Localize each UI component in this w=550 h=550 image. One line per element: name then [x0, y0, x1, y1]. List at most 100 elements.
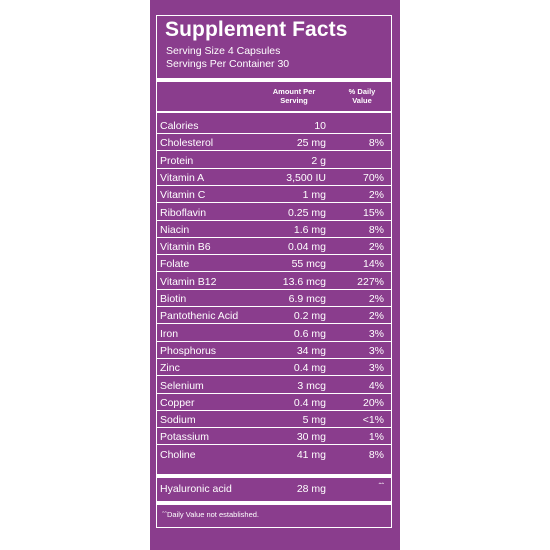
- nutrient-daily-value: 3%: [368, 344, 384, 357]
- nutrient-name: Vitamin C: [160, 189, 206, 202]
- nutrient-amount: 13.6 mcg: [282, 275, 326, 288]
- header-amount-line2: Serving: [280, 96, 308, 105]
- row-divider: [157, 306, 391, 307]
- row-divider: [157, 184, 391, 186]
- nutrient-name: Cholesterol: [160, 137, 214, 150]
- nutrient-name: Riboflavin: [160, 206, 207, 219]
- nutrient-amount: 25 mg: [296, 137, 326, 150]
- nutrient-row: Potassium 30 mg 1%: [157, 429, 391, 446]
- row-divider: [157, 427, 391, 429]
- nutrient-row: Vitamin A 3,500 IU 70%: [157, 170, 391, 186]
- nutrient-row: Copper 0.4 mg 20%: [157, 395, 391, 411]
- row-divider: [157, 357, 391, 359]
- thick-divider-top: [157, 78, 391, 82]
- thick-divider-bottom: [157, 501, 391, 505]
- nutrient-amount: 34 mg: [296, 344, 326, 357]
- nutrient-daily-value: 3%: [368, 327, 384, 340]
- row-divider: [157, 271, 391, 273]
- nutrient-row: Calories 10: [157, 118, 391, 134]
- nutrient-name: Iron: [160, 327, 179, 340]
- nutrient-name: Phosphorus: [160, 344, 217, 357]
- row-divider: [157, 167, 391, 169]
- nutrient-amount: 1 mg: [302, 189, 326, 202]
- header-daily-value: % Daily Value: [335, 87, 389, 105]
- nutrient-amount: 2 g: [311, 154, 326, 167]
- nutrient-row: Vitamin B6 0.04 mg 2%: [157, 239, 391, 256]
- header-amount-line1: Amount Per: [272, 87, 316, 96]
- header-amount-per-serving: Amount Per Serving: [257, 87, 331, 105]
- other-ingredient-dv: ˆˆ: [378, 482, 384, 491]
- nutrient-daily-value: 15%: [362, 206, 384, 219]
- row-divider: [157, 219, 391, 221]
- nutrient-name: Protein: [160, 154, 194, 167]
- nutrient-amount: 0.6 mg: [293, 327, 326, 340]
- nutrient-daily-value: 20%: [362, 396, 384, 409]
- nutrient-amount: 5 mg: [302, 414, 326, 427]
- row-divider: [157, 150, 391, 152]
- nutrient-row: Choline 41 mg 8%: [157, 447, 391, 463]
- row-divider: [157, 323, 391, 325]
- nutrient-name: Sodium: [160, 414, 196, 427]
- nutrient-name: Selenium: [160, 379, 204, 392]
- thick-divider-middle: [157, 474, 391, 478]
- nutrient-row: Zinc 0.4 mg 3%: [157, 360, 391, 377]
- nutrient-name: Vitamin B6: [160, 241, 211, 254]
- nutrient-amount: 10: [314, 120, 326, 132]
- nutrient-amount: 0.2 mg: [293, 310, 326, 323]
- nutrient-amount: 0.04 mg: [288, 241, 326, 254]
- row-divider: [157, 254, 391, 256]
- nutrient-row: Protein 2 g: [157, 153, 391, 169]
- nutrient-amount: 0.4 mg: [293, 396, 326, 409]
- nutrient-row: Phosphorus 34 mg 3%: [157, 343, 391, 359]
- nutrient-name: Copper: [160, 396, 195, 409]
- nutrient-amount: 0.25 mg: [288, 206, 326, 219]
- nutrient-name: Vitamin B12: [160, 275, 217, 288]
- other-ingredient-name: Hyaluronic acid: [160, 483, 232, 495]
- nutrient-daily-value: 14%: [362, 258, 384, 271]
- row-divider: [157, 236, 391, 238]
- nutrient-daily-value: 2%: [368, 310, 384, 323]
- nutrient-daily-value: 3%: [368, 362, 384, 375]
- row-divider: [157, 392, 391, 394]
- footnote: ˆˆDaily Value not established.: [162, 510, 259, 519]
- nutrient-row: Sodium 5 mg <1%: [157, 412, 391, 429]
- row-divider: [157, 288, 391, 290]
- nutrient-amount: 0.4 mg: [293, 362, 326, 375]
- nutrient-daily-value: 2%: [368, 293, 384, 305]
- nutrient-row: Biotin 6.9 mcg 2%: [157, 291, 391, 307]
- nutrient-daily-value: 4%: [368, 379, 384, 392]
- header-dv-line1: % Daily: [348, 87, 376, 96]
- nutrient-daily-value: 8%: [368, 448, 384, 461]
- nutrient-name: Calories: [160, 120, 199, 132]
- nutrient-row: Iron 0.6 mg 3%: [157, 326, 391, 342]
- nutrient-daily-value: 8%: [368, 137, 384, 150]
- nutrient-row: Cholesterol 25 mg 8%: [157, 135, 391, 152]
- nutrient-name: Niacin: [160, 223, 190, 236]
- nutrient-name: Zinc: [160, 362, 180, 375]
- serving-size: Serving Size 4 Capsules: [166, 45, 281, 57]
- nutrient-name: Choline: [160, 448, 196, 461]
- other-ingredient-amount: 28 mg: [296, 483, 326, 495]
- nutrient-daily-value: 2%: [368, 241, 384, 254]
- nutrient-row: Pantothenic Acid 0.2 mg 2%: [157, 308, 391, 325]
- row-divider: [157, 444, 391, 446]
- nutrient-daily-value: 70%: [362, 171, 384, 184]
- nutrient-amount: 3,500 IU: [286, 171, 326, 184]
- nutrient-name: Biotin: [160, 293, 187, 305]
- nutrient-name: Folate: [160, 258, 190, 271]
- nutrient-daily-value: 2%: [368, 189, 384, 202]
- nutrient-name: Vitamin A: [160, 171, 205, 184]
- nutrient-daily-value: 227%: [357, 275, 384, 288]
- nutrient-row: Selenium 3 mcg 4%: [157, 378, 391, 394]
- nutrient-row: Niacin 1.6 mg 8%: [157, 222, 391, 238]
- nutrient-row: Vitamin B12 13.6 mcg 227%: [157, 274, 391, 290]
- supplement-facts-box: Supplement Facts Serving Size 4 Capsules…: [156, 15, 392, 528]
- nutrient-amount: 1.6 mg: [293, 223, 326, 236]
- header-divider: [157, 111, 391, 113]
- nutrient-name: Pantothenic Acid: [160, 310, 239, 323]
- nutrient-row: Folate 55 mcg 14%: [157, 256, 391, 273]
- nutrient-amount: 30 mg: [296, 431, 326, 444]
- supplement-facts-panel: Supplement Facts Serving Size 4 Capsules…: [150, 0, 400, 550]
- nutrient-amount: 55 mcg: [291, 258, 326, 271]
- nutrient-daily-value: 1%: [368, 431, 384, 444]
